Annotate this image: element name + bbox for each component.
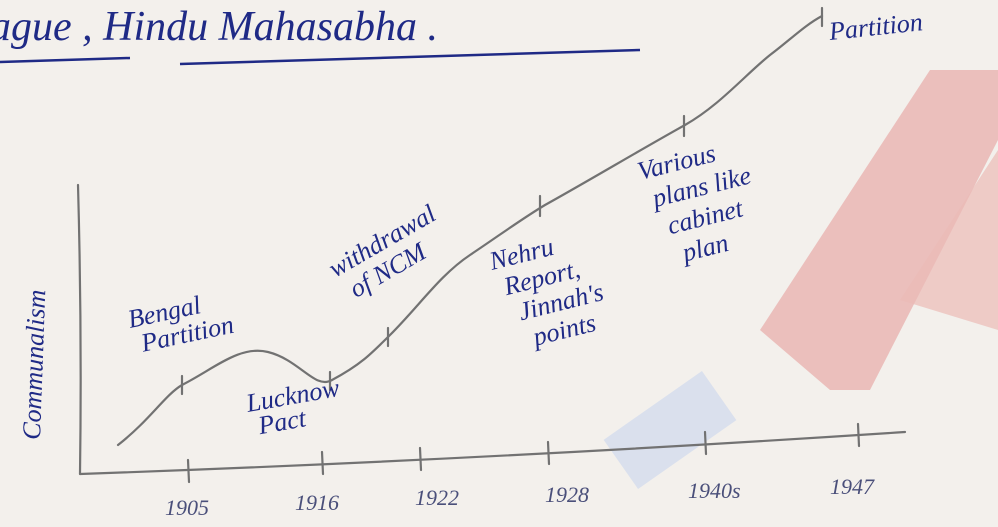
x-label: 1928	[545, 482, 589, 507]
x-label: 1940s	[688, 478, 741, 503]
x-label: 1947	[830, 474, 875, 499]
x-label: 1916	[295, 490, 339, 515]
header-title: ague , Hindu Mahasabha .	[0, 4, 438, 50]
y-label: Communalism	[17, 289, 51, 440]
page: ague , Hindu Mahasabha . Communalism 190…	[0, 0, 998, 527]
x-label: 1905	[165, 495, 209, 520]
x-label: 1922	[415, 485, 459, 510]
